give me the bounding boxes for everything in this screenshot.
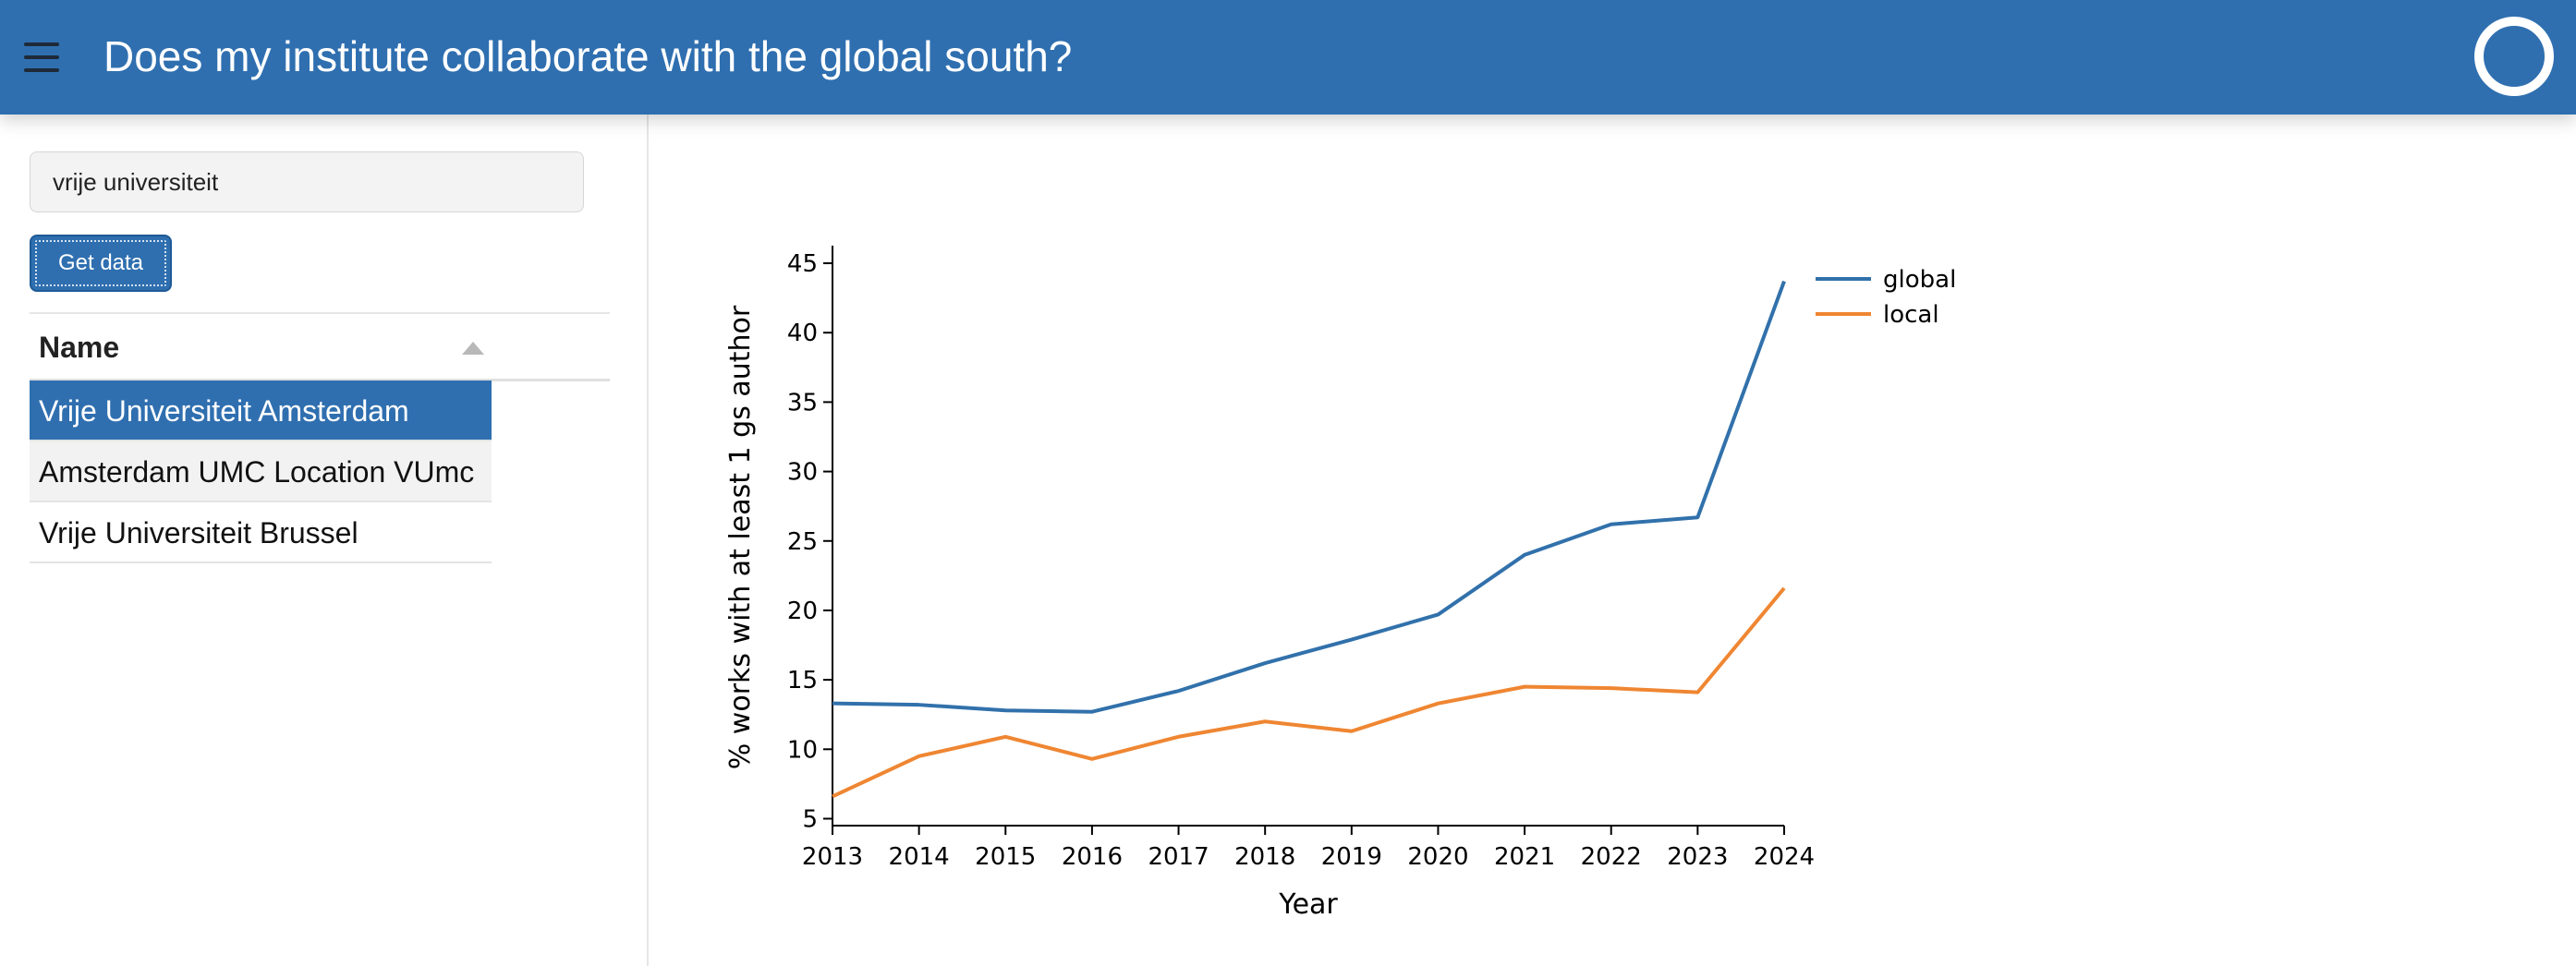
x-tick-label: 2018 [1234,843,1295,871]
y-tick-label: 15 [787,667,818,694]
y-tick-label: 5 [802,805,818,833]
table-row[interactable]: Amsterdam UMC Location VUmc [30,441,492,502]
loading-spinner-icon [2474,17,2554,96]
series-line-global [832,280,1786,714]
menu-icon[interactable] [20,37,63,78]
y-tick-label: 30 [787,459,818,487]
get-data-button[interactable]: Get data [30,235,172,292]
x-axis-label: Year [1278,888,1338,921]
page-title: Does my institute collaborate with the g… [103,32,1073,80]
search-input[interactable] [30,151,584,212]
x-tick-label: 2015 [975,843,1036,871]
x-tick-label: 2020 [1407,843,1468,871]
legend-label-global: global [1883,266,1956,294]
y-axis-label: % works with at least 1 gs author [724,305,757,769]
column-header-name[interactable]: Name [39,331,120,364]
x-tick-label: 2024 [1754,843,1815,871]
table-row[interactable]: Vrije Universiteit Brussel [30,502,492,563]
y-tick-label: 25 [787,528,818,556]
x-tick-label: 2022 [1581,843,1642,871]
x-tick-label: 2019 [1321,843,1382,871]
sort-ascending-icon[interactable] [462,342,484,355]
table-header: Name [30,312,610,381]
sidebar: Get data Name Vrije Universiteit Amsterd… [0,115,649,966]
legend-label-local: local [1883,301,1939,329]
x-tick-label: 2013 [802,843,863,871]
y-tick-label: 35 [787,389,818,417]
y-tick-label: 10 [787,736,818,764]
x-tick-label: 2023 [1667,843,1728,871]
app-header: Does my institute collaborate with the g… [0,0,2576,115]
line-chart: 5 10 15 20 25 30 35 40 45 2013 2014 2015 2016 2017 201… [724,246,1956,921]
x-tick-label: 2021 [1494,843,1555,871]
x-tick-label: 2014 [889,843,950,871]
y-tick-label: 20 [787,598,818,625]
y-tick-label: 40 [787,320,818,347]
y-tick-label: 45 [787,250,818,278]
x-tick-label: 2017 [1148,843,1209,871]
table-row[interactable]: Vrije Universiteit Amsterdam [30,380,492,441]
series-line-local [832,586,1786,799]
institution-list: Vrije Universiteit Amsterdam Amsterdam U… [30,380,492,563]
x-tick-label: 2016 [1062,843,1123,871]
